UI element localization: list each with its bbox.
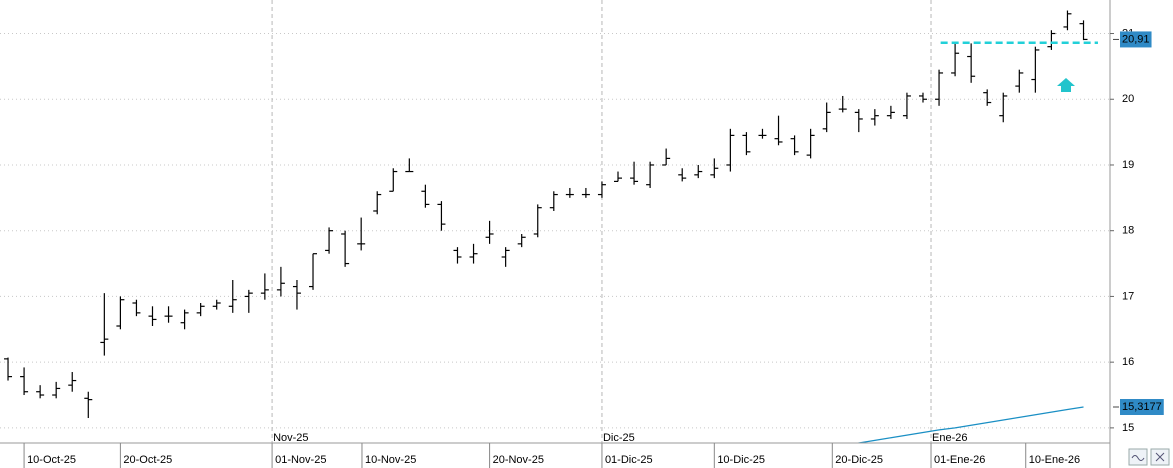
month-label: Ene-26	[932, 432, 967, 444]
x-tick-label: 10-Ene-26	[1029, 454, 1080, 466]
axes: 1516171819202110-Oct-2520-Oct-2501-Nov-2…	[23, 27, 1164, 468]
y-tick-label: 15	[1122, 422, 1134, 434]
x-tick-label: 01-Nov-25	[275, 454, 326, 466]
price-label-box	[1120, 399, 1164, 416]
month-label: Dic-25	[603, 432, 635, 444]
x-tick-label: 20-Dic-25	[835, 454, 883, 466]
y-tick-label: 20	[1122, 93, 1134, 105]
icon-glyph	[1131, 455, 1145, 461]
y-tick-label: 17	[1122, 290, 1134, 302]
x-tick-label: 10-Dic-25	[717, 454, 765, 466]
x-tick-label: 10-Oct-25	[27, 454, 76, 466]
month-label: Nov-25	[273, 432, 308, 444]
overlay-line	[855, 406, 1084, 443]
y-tick-label: 16	[1122, 356, 1134, 368]
x-tick-label: 20-Nov-25	[493, 454, 544, 466]
y-tick-label: 18	[1122, 225, 1134, 237]
price-label: 15,3177	[1122, 401, 1162, 413]
plot-area	[0, 0, 1110, 443]
up-arrow-icon	[1057, 78, 1075, 92]
x-tick-label: 01-Ene-26	[934, 454, 985, 466]
price-label-box	[1120, 31, 1152, 48]
icon-glyph	[1155, 452, 1165, 462]
x-tick-label: 10-Nov-25	[365, 454, 416, 466]
price-label: 20,91	[1122, 33, 1150, 45]
x-tick-label: 01-Dic-25	[605, 454, 653, 466]
x-tick-label: 20-Oct-25	[123, 454, 172, 466]
y-tick-label: 19	[1122, 159, 1134, 171]
icon-button[interactable]	[1128, 448, 1148, 466]
